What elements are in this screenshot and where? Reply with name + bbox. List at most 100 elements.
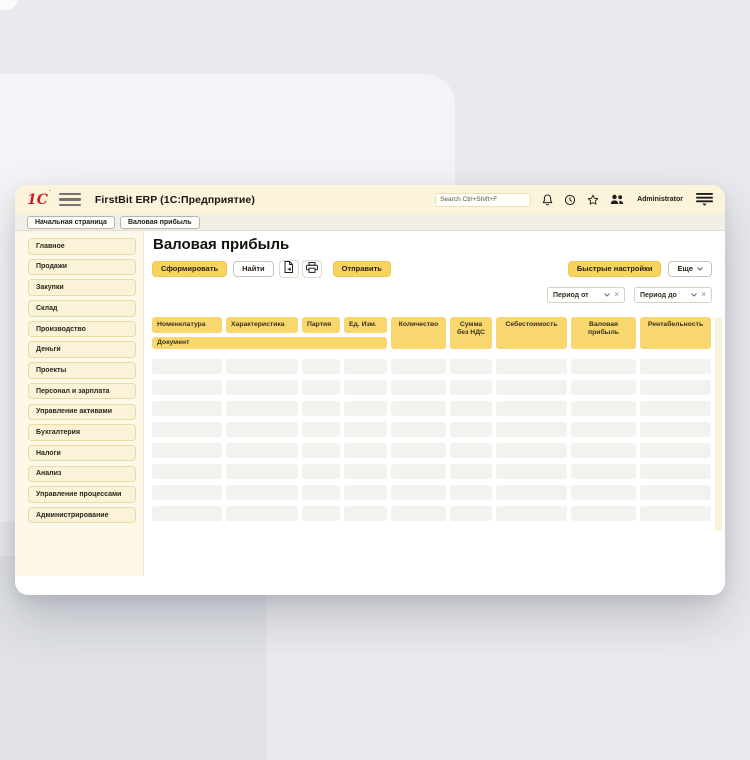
sidebar-item-hr-payroll[interactable]: Персонал и зарплата	[28, 382, 136, 400]
empty-cell	[344, 422, 387, 437]
empty-cell	[450, 443, 492, 458]
print-button[interactable]	[301, 259, 322, 278]
empty-cell	[450, 422, 492, 437]
column-header-cost[interactable]: Себестоимость	[496, 317, 567, 349]
empty-cell	[302, 380, 340, 395]
column-header-document[interactable]: Документ	[152, 337, 387, 349]
empty-cell	[152, 401, 222, 416]
notifications-bell-icon[interactable]	[542, 194, 553, 206]
column-header-unit[interactable]: Ед. Изм.	[344, 317, 387, 333]
sidebar-item-asset-management[interactable]: Управление активами	[28, 403, 136, 420]
column-header-profitability[interactable]: Рентабельность	[640, 317, 711, 349]
send-button[interactable]: Отправить	[332, 260, 391, 277]
new-document-icon	[284, 260, 294, 278]
empty-cell	[450, 401, 492, 416]
empty-cell	[496, 380, 567, 395]
tab-gross-profit[interactable]: Валовая прибыль	[119, 215, 200, 229]
empty-cell	[640, 422, 711, 437]
empty-cell	[571, 443, 636, 458]
report-table-header: Номенклатура Характеристика Партия Ед. Изм.…	[152, 317, 711, 349]
empty-cell	[226, 422, 298, 437]
column-header-characteristic[interactable]: Характеристика	[226, 317, 298, 333]
period-to-field[interactable]: Период до ×	[634, 287, 712, 303]
favorites-star-icon[interactable]	[587, 194, 599, 206]
sidebar-item-purchases[interactable]: Закупки	[28, 279, 136, 296]
column-header-gross-profit[interactable]: Валовая прибыль	[571, 317, 636, 349]
close-icon[interactable]: ×	[701, 290, 706, 299]
close-icon[interactable]: ×	[614, 290, 619, 299]
empty-cell	[640, 506, 711, 521]
table-row	[152, 401, 711, 416]
sidebar-item-warehouse[interactable]: Склад	[28, 300, 136, 317]
empty-cell	[450, 464, 492, 479]
generate-button[interactable]: Сформировать	[152, 260, 228, 277]
main-menu-icon[interactable]	[696, 193, 713, 206]
search-input[interactable]	[435, 192, 532, 207]
empty-cell	[640, 485, 711, 500]
sidebar-item-taxes[interactable]: Налоги	[28, 444, 136, 462]
column-header-quantity[interactable]: Количество	[391, 317, 446, 349]
empty-cell	[226, 443, 298, 458]
column-header-batch[interactable]: Партия	[302, 317, 340, 333]
users-icon[interactable]	[610, 194, 624, 205]
current-user-label: Administrator	[637, 196, 683, 203]
empty-cell	[450, 380, 492, 395]
column-header-amount-no-vat[interactable]: Сумма без НДС	[450, 317, 492, 349]
empty-cell	[152, 359, 222, 374]
quick-settings-button[interactable]: Быстрые настройки	[567, 260, 662, 277]
report-content: Валовая прибыль Сформировать Найти	[144, 231, 725, 594]
empty-cell	[571, 506, 636, 521]
chevron-down-icon[interactable]	[604, 293, 611, 297]
sidebar-item-money[interactable]: Деньги	[28, 341, 136, 358]
empty-cell	[571, 401, 636, 416]
more-button[interactable]: Еще	[668, 260, 712, 277]
tab-home-page[interactable]: Начальная страница	[27, 215, 115, 229]
sidebar-item-analysis[interactable]: Анализ	[28, 465, 136, 483]
empty-cell	[344, 464, 387, 479]
sidebar-item-administration[interactable]: Администрирование	[28, 506, 136, 524]
sidebar-item-accounting[interactable]: Бухгалтерия	[28, 424, 136, 441]
empty-cell	[391, 443, 446, 458]
chevron-down-icon[interactable]	[691, 293, 698, 297]
empty-cell	[302, 464, 340, 479]
vertical-scrollbar[interactable]	[715, 317, 722, 531]
history-icon[interactable]	[564, 194, 576, 206]
empty-cell	[344, 506, 387, 521]
empty-cell	[640, 464, 711, 479]
sidebar-item-sales[interactable]: Продажи	[28, 258, 136, 276]
empty-cell	[302, 422, 340, 437]
tab-bar: Начальная страница Валовая прибыль	[15, 214, 725, 231]
table-row	[152, 380, 711, 395]
empty-cell	[571, 380, 636, 395]
hamburger-menu-icon[interactable]	[58, 193, 81, 206]
empty-cell	[344, 485, 387, 500]
find-button[interactable]: Найти	[233, 260, 274, 277]
table-row	[152, 485, 711, 500]
sidebar-item-production[interactable]: Производство	[28, 320, 136, 338]
column-header-nomenclature[interactable]: Номенклатура	[152, 317, 222, 333]
sidebar-item-projects[interactable]: Проекты	[28, 362, 136, 379]
empty-cell	[496, 422, 567, 437]
empty-cell	[391, 380, 446, 395]
empty-cell	[640, 380, 711, 395]
empty-cell	[152, 464, 222, 479]
empty-cell	[640, 359, 711, 374]
empty-cell	[344, 380, 387, 395]
empty-cell	[391, 359, 446, 374]
empty-cell	[302, 506, 340, 521]
empty-cell	[302, 401, 340, 416]
report-toolbar: Сформировать Найти Отправить Бы	[152, 259, 712, 278]
empty-cell	[226, 485, 298, 500]
sidebar-item-main[interactable]: Главное	[28, 238, 136, 255]
empty-cell	[496, 401, 567, 416]
new-document-button[interactable]	[278, 259, 299, 278]
empty-cell	[496, 506, 567, 521]
empty-cell	[302, 485, 340, 500]
sidebar-item-process-management[interactable]: Управление процессами	[28, 486, 136, 503]
empty-cell	[152, 380, 222, 395]
empty-cell	[391, 422, 446, 437]
table-row	[152, 506, 711, 521]
period-from-field[interactable]: Период от ×	[547, 287, 625, 303]
empty-cell	[640, 443, 711, 458]
